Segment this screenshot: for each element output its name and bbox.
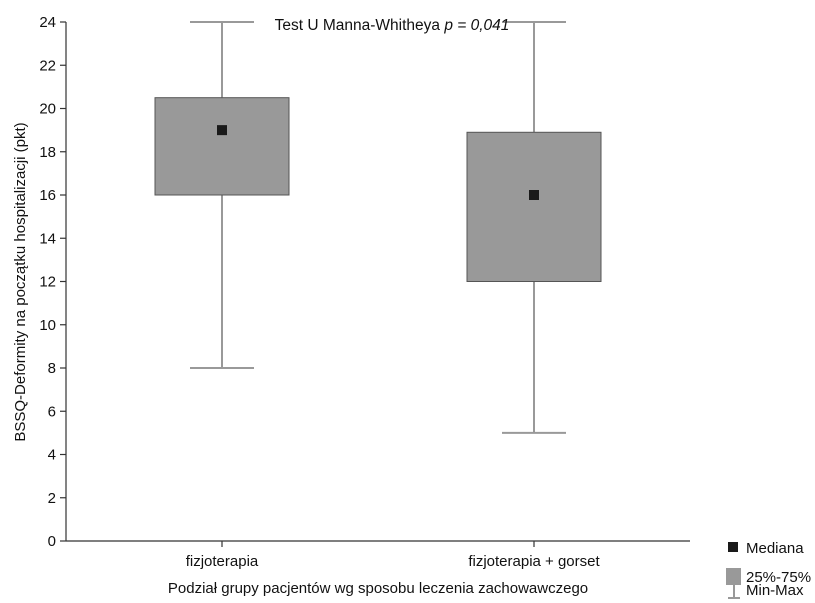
y-tick-label: 10 xyxy=(39,317,56,334)
legend-minmax-label: Min-Max xyxy=(746,582,804,599)
y-tick-label: 8 xyxy=(48,360,56,377)
y-tick-label: 6 xyxy=(48,403,56,420)
iqr-box xyxy=(466,131,602,282)
legend: Mediana 25%-75% Min-Max xyxy=(726,540,811,599)
legend-median-label: Mediana xyxy=(746,540,804,557)
y-tick-label: 18 xyxy=(39,144,56,161)
box-group xyxy=(466,21,602,434)
y-tick-label: 20 xyxy=(39,101,56,118)
annotation-equals: = xyxy=(453,17,471,34)
legend-box-label: 25%-75% xyxy=(746,569,811,586)
median-marker xyxy=(217,125,227,136)
y-tick-label: 12 xyxy=(39,274,56,291)
legend-median-swatch xyxy=(728,542,738,552)
y-tick-label: 2 xyxy=(48,490,56,507)
y-tick-label: 24 xyxy=(39,14,56,31)
x-tick-label: fizjoterapia + gorset xyxy=(468,553,600,570)
x-tick-label: fizjoterapia xyxy=(186,553,259,570)
median-marker xyxy=(529,190,539,200)
y-tick-label: 14 xyxy=(39,230,56,247)
stat-annotation: Test U Manna-Whitheya p = 0,041 xyxy=(275,17,510,34)
box-group xyxy=(154,21,290,369)
iqr-box xyxy=(154,97,290,196)
y-tick-label: 22 xyxy=(39,57,56,74)
x-axis-title: Podział grupy pacjentów wg sposobu lecze… xyxy=(168,580,588,597)
legend-minmax-icon xyxy=(728,580,740,599)
annotation-prefix: Test U Manna-Whitheya xyxy=(275,17,445,34)
y-tick-label: 4 xyxy=(48,447,56,464)
y-tick-label: 0 xyxy=(48,533,56,550)
x-axis-ticks: fizjoterapia fizjoterapia + gorset xyxy=(186,541,600,570)
y-tick-label: 16 xyxy=(39,187,56,204)
annotation-p-symbol: p xyxy=(443,17,453,34)
box-groups xyxy=(154,21,602,434)
annotation-p-value: 0,041 xyxy=(471,17,510,34)
y-axis-title: BSSQ-Deformity na początku hospitalizacj… xyxy=(12,122,29,441)
